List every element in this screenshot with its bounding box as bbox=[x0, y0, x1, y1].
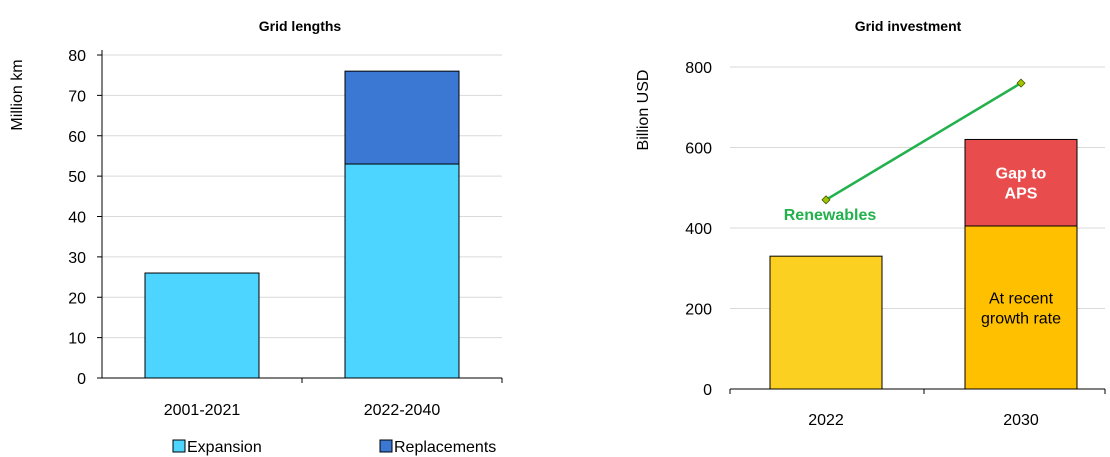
renewables-point-2030 bbox=[1016, 78, 1026, 88]
y-tick-label: 0 bbox=[703, 382, 712, 399]
grid-investment-y-axis-label: Billion USD bbox=[635, 70, 652, 151]
renewables-label: Renewables bbox=[784, 207, 877, 224]
y-tick-label: 400 bbox=[685, 221, 712, 238]
legend-label-expansion: Expansion bbox=[187, 439, 262, 456]
y-tick-label: 10 bbox=[68, 331, 86, 348]
grid-lengths-legend: Expansion Replacements bbox=[172, 439, 496, 456]
y-tick-label: 40 bbox=[68, 210, 86, 227]
x-tick-label: 2001-2021 bbox=[164, 402, 241, 419]
grid-lengths-title: Grid lengths bbox=[259, 18, 342, 34]
x-tick-label: 2022 bbox=[808, 412, 844, 429]
grid-lengths-chart: 0 10 20 30 40 50 60 70 80 2001-2021 2022-2040 Grid… bbox=[9, 18, 503, 456]
legend-swatch-expansion bbox=[172, 439, 186, 453]
segment-label-gap-to-aps: Gap to APS bbox=[996, 166, 1047, 203]
segment-label-line: Gap to bbox=[996, 166, 1047, 183]
legend-label-replacements: Replacements bbox=[394, 439, 496, 456]
bar-segment-2030-gap-to-aps bbox=[964, 138, 1078, 227]
bar-segment-2022 bbox=[769, 255, 883, 390]
grid-lengths-y-axis-label: Million km bbox=[9, 59, 26, 130]
y-tick-label: 600 bbox=[685, 141, 712, 158]
grid-investment-chart: At recent growth rate Gap to APS Renewables… bbox=[635, 18, 1106, 429]
bar-expansion-2001-2021 bbox=[144, 272, 260, 379]
y-tick-label: 0 bbox=[77, 371, 86, 388]
segment-label-line: APS bbox=[1005, 186, 1038, 203]
y-tick-label: 200 bbox=[685, 302, 712, 319]
x-tick-label: 2022-2040 bbox=[364, 402, 441, 419]
x-tick-label: 2030 bbox=[1003, 412, 1039, 429]
segment-label-line: growth rate bbox=[981, 310, 1061, 327]
y-tick-label: 30 bbox=[68, 250, 86, 267]
grid-investment-renewables-line: Renewables bbox=[784, 78, 1026, 224]
y-tick-label: 80 bbox=[68, 48, 86, 65]
y-tick-label: 800 bbox=[685, 60, 712, 77]
grid-investment-bars: At recent growth rate Gap to APS bbox=[769, 138, 1078, 390]
y-tick-label: 70 bbox=[68, 88, 86, 105]
y-tick-label: 60 bbox=[68, 129, 86, 146]
grid-investment-title: Grid investment bbox=[855, 18, 962, 34]
renewables-line bbox=[825, 82, 1022, 201]
y-tick-label: 20 bbox=[68, 290, 86, 307]
segment-label-line: At recent bbox=[989, 290, 1054, 307]
legend-swatch-replacements bbox=[379, 439, 393, 453]
grid-lengths-bars bbox=[144, 70, 460, 379]
bar-segment-2030-at-recent-growth-rate bbox=[964, 225, 1078, 390]
grid-investment-axes: 0 200 400 600 800 2022 2030 bbox=[685, 60, 1106, 429]
bar-expansion-2022-2040 bbox=[344, 163, 460, 379]
y-tick-label: 50 bbox=[68, 169, 86, 186]
renewables-point-2022 bbox=[821, 195, 831, 205]
segment-label-at-recent-growth-rate: At recent growth rate bbox=[981, 290, 1061, 327]
bar-replacements-2022-2040 bbox=[344, 70, 460, 165]
grid-lengths-axes: 0 10 20 30 40 50 60 70 80 2001-2021 2022-2040 bbox=[68, 48, 503, 419]
